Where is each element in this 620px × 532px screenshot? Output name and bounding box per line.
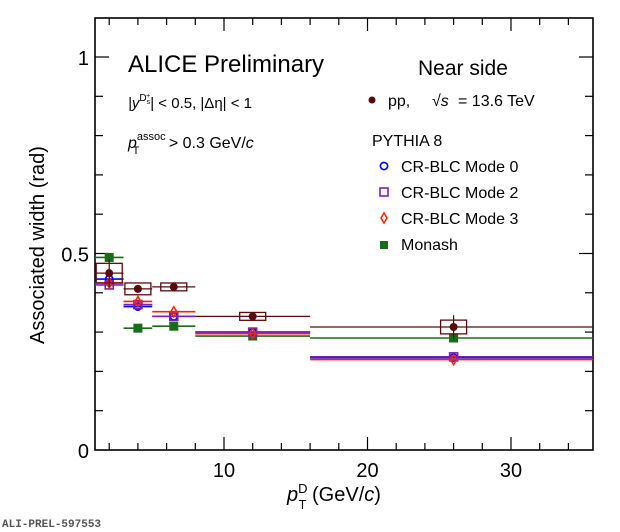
data-series: [95, 252, 593, 367]
rapidity-cut-annotation: |yDs+| < 0.5, |Δη| < 1: [128, 93, 252, 112]
model-marker: [133, 323, 143, 333]
data-point: [133, 284, 142, 293]
sqrt-s-symbol: √s: [432, 93, 449, 110]
series-cr-blc-mode-2: [95, 280, 593, 362]
legend-label-mode0: CR-BLC Mode 0: [401, 159, 518, 176]
data-point: [449, 322, 458, 331]
y-tick-label: 0: [78, 441, 89, 463]
model-marker: [449, 353, 458, 367]
y-tick-label: 1: [78, 48, 89, 70]
axis-ticks: [95, 18, 593, 450]
tick-labels: 10 20 30 0 0.5 1: [61, 48, 522, 482]
assoc-pt-annotation: passoc T > 0.3 GeV/c: [127, 131, 254, 157]
chart-title: ALICE Preliminary: [128, 51, 324, 78]
figure-id: ALI-PREL-597553: [2, 519, 101, 531]
legend-group-title: PYTHIA 8: [372, 133, 442, 150]
model-marker: [169, 305, 178, 319]
legend-label-pp: pp,: [388, 93, 410, 110]
plot-border: [94, 17, 594, 451]
series-pp-s-13-6-tev: [95, 259, 593, 339]
model-marker: [169, 321, 179, 331]
legend-marker-monash: [380, 241, 388, 249]
legend: pp, √s = 13.6 TeV PYTHIA 8 CR-BLC Mode 0…: [368, 93, 535, 254]
data-point: [105, 269, 114, 278]
data-point: [248, 312, 257, 321]
legend-label-mode2: CR-BLC Mode 2: [401, 185, 518, 202]
series-monash: [95, 252, 593, 343]
legend-label-monash: Monash: [401, 237, 458, 254]
model-marker: [105, 276, 114, 290]
plot-frame: [94, 17, 594, 451]
model-marker: [448, 352, 459, 362]
data-point: [169, 282, 178, 291]
legend-marker-mode3: [380, 211, 388, 225]
model-marker: [133, 299, 143, 310]
x-tick-label: 20: [356, 460, 378, 482]
model-marker: [104, 252, 114, 262]
x-tick-label: 30: [500, 460, 522, 482]
model-marker: [248, 327, 257, 341]
x-axis-label: pD T (GeV/c): [286, 481, 381, 512]
legend-marker-mode0: [379, 161, 389, 171]
legend-marker-mode2: [379, 187, 389, 197]
y-axis-label: Associated width (rad): [27, 146, 49, 344]
legend-label-mode3: CR-BLC Mode 3: [401, 211, 518, 228]
chart-subtitle: Near side: [418, 57, 508, 80]
y-tick-label: 0.5: [61, 245, 89, 267]
model-marker: [134, 294, 142, 308]
legend-marker-pp: [368, 96, 376, 104]
legend-label-energy: = 13.6 TeV: [458, 93, 535, 110]
x-tick-label: 10: [213, 460, 235, 482]
